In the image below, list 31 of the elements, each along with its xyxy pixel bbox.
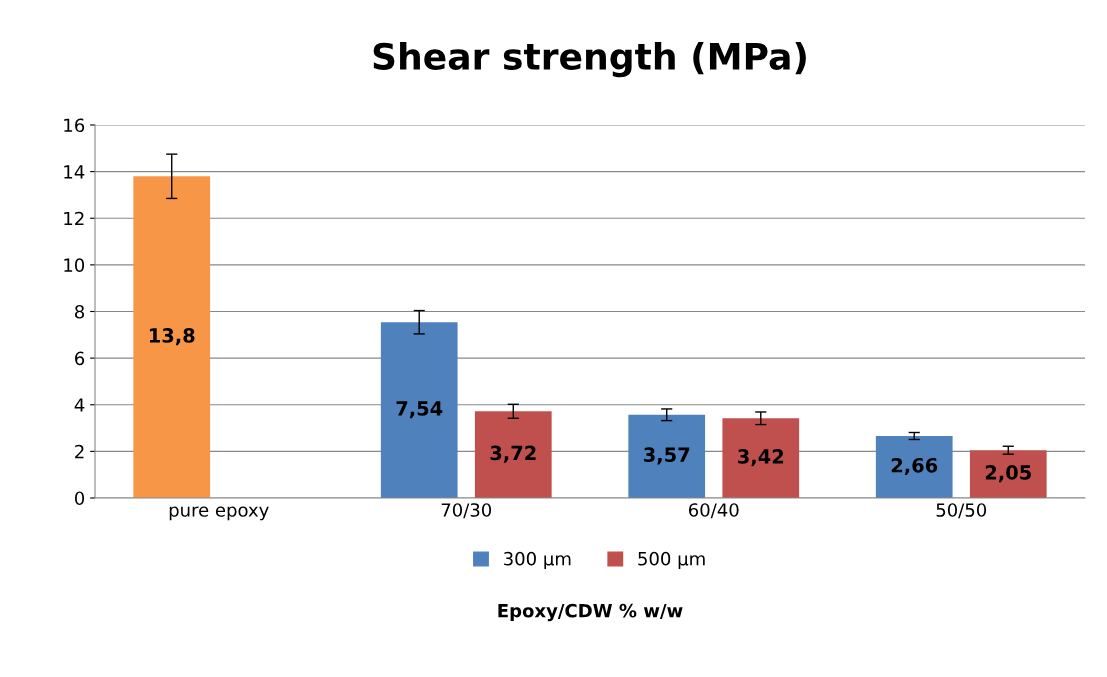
y-tick-label: 12 bbox=[64, 211, 84, 226]
bar bbox=[474, 411, 552, 498]
chart-title: Shear strength (MPa) bbox=[373, 42, 806, 78]
y-tick-label: 6 bbox=[75, 351, 85, 366]
data-label: 2,05 bbox=[985, 465, 1031, 483]
data-label: 3,72 bbox=[490, 445, 536, 463]
bar bbox=[628, 414, 706, 498]
y-tick-label: 16 bbox=[64, 118, 85, 133]
x-tick-label: 50/50 bbox=[936, 503, 987, 519]
bar bbox=[380, 322, 458, 498]
data-label: 3,42 bbox=[738, 449, 784, 467]
y-tick-label: 8 bbox=[75, 304, 85, 319]
x-tick-label: 60/40 bbox=[688, 503, 739, 519]
y-tick-label: 4 bbox=[74, 398, 85, 412]
y-tick-label: 14 bbox=[64, 165, 85, 179]
y-tick-label: 0 bbox=[74, 491, 85, 506]
data-label: 13,8 bbox=[149, 328, 195, 346]
bar bbox=[722, 418, 800, 498]
x-tick-label: pure epoxy bbox=[169, 506, 269, 521]
y-tick-label: 2 bbox=[75, 444, 84, 459]
legend-label: 300 µm bbox=[504, 551, 571, 570]
legend-label: 500 µm bbox=[638, 551, 705, 570]
data-label: 2,66 bbox=[891, 457, 938, 476]
x-tick-label: 70/30 bbox=[441, 503, 492, 519]
bar bbox=[969, 450, 1047, 498]
data-label: 3,57 bbox=[644, 447, 690, 465]
y-tick-label: 10 bbox=[64, 258, 85, 272]
bar bbox=[133, 176, 211, 498]
bar bbox=[875, 435, 953, 498]
x-axis-title: Epoxy/CDW % w/w bbox=[498, 603, 683, 622]
data-label: 7,54 bbox=[396, 401, 443, 419]
